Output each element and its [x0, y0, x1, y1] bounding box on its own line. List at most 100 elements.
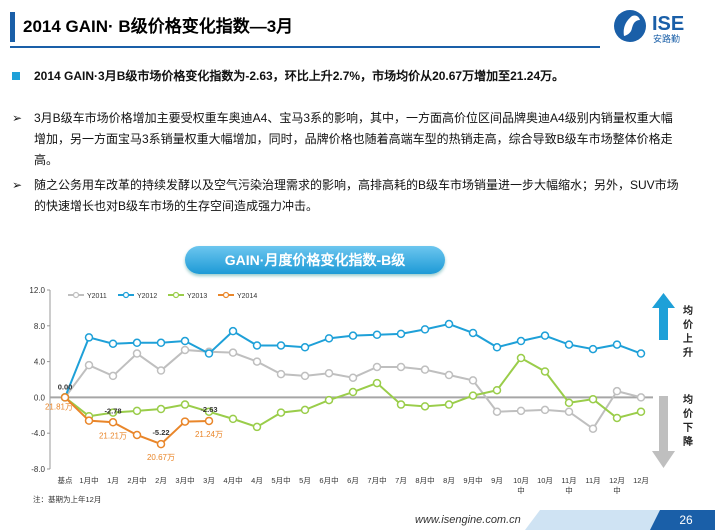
data-point [516, 353, 526, 363]
data-point [468, 376, 478, 385]
logo-sub: 安路勤 [653, 33, 680, 44]
data-point [588, 394, 598, 404]
data-point [204, 349, 214, 358]
x-tick-label: 10月 [537, 476, 553, 485]
data-point [636, 407, 646, 416]
data-point [300, 405, 310, 415]
data-point [204, 407, 214, 416]
data-point [516, 406, 526, 416]
data-point [132, 349, 142, 358]
price-label: 21.21万 [99, 431, 127, 440]
data-point [276, 369, 286, 379]
data-point [468, 328, 478, 338]
data-point [108, 339, 118, 348]
data-point [420, 402, 430, 411]
data-point [492, 343, 502, 352]
legend-marker [172, 291, 180, 299]
data-point [228, 326, 238, 336]
footer-url: www.isengine.com.cn [415, 514, 521, 526]
footer: www.isengine.com.cn 26 [0, 506, 715, 530]
x-tick-label: 11月中 [561, 476, 576, 495]
data-point [492, 407, 502, 416]
x-tick-label: 10月中 [513, 476, 529, 495]
data-point [444, 400, 454, 409]
data-point [156, 404, 166, 414]
down-arrow [652, 396, 675, 468]
x-tick-label: 3月 [203, 476, 215, 485]
x-tick-label: 5月中 [271, 475, 290, 485]
data-point [564, 340, 574, 349]
bullet: ➢ 随之公务用车改革的持续发酵以及空气污染治理需求的影响，高排高耗的B级车市场销量… [12, 178, 679, 213]
data-point [540, 331, 550, 340]
data-point [420, 365, 430, 374]
data-point [132, 338, 142, 348]
data-point [180, 400, 190, 409]
logo-head [623, 15, 640, 36]
x-tick-label: 基点 [58, 475, 73, 485]
data-point [540, 367, 550, 376]
data-point [84, 416, 94, 425]
data-point [396, 400, 406, 409]
chart: 12.0 8.0 4.0 0.0 -4.0 -8.0 基点 1月中 1月 2月中 2月 3月中 3月 4月… [29, 286, 694, 504]
data-point [60, 393, 70, 402]
data-point [516, 336, 526, 346]
up-arrow [652, 293, 675, 340]
data-point [276, 341, 286, 350]
data-point [444, 319, 454, 329]
footer-page-bg [650, 510, 715, 530]
data-point [252, 357, 262, 366]
x-tick-label: 7月 [395, 476, 407, 485]
legend-label: Y2013 [187, 293, 207, 300]
title-rule [10, 46, 600, 48]
y-tick-label: -4.0 [31, 429, 45, 438]
data-point [252, 341, 262, 350]
y-tick-label: 0.0 [34, 393, 46, 402]
data-point [468, 391, 478, 400]
bullet: ➢ 3月B级车市场价格增加主要受权重车奥迪A4、宝马3系的影响，其中，一方面高价位… [12, 111, 673, 167]
data-label: 0.00 [58, 382, 73, 391]
data-point [420, 325, 430, 334]
x-tick-label: 12月中 [609, 476, 625, 495]
x-tick-label: 1月 [107, 476, 119, 485]
data-point [276, 408, 286, 417]
data-point [156, 338, 166, 348]
x-tick-label: 7月中 [367, 475, 386, 485]
bullet-text: 2014 GAIN·3月B级市场价格变化指数为-2.63，环比上升2.7%，市场… [34, 69, 565, 83]
down-label: 均价下降 [683, 393, 694, 448]
data-point [348, 387, 358, 397]
price-label: 21.81万 [45, 402, 73, 411]
bullet-text: 3月B级车市场价格增加主要受权重车奥迪A4、宝马3系的影响，其中，一方面高价位区… [34, 111, 673, 167]
data-point [252, 422, 262, 432]
bullet: 2014 GAIN·3月B级市场价格变化指数为-2.63，环比上升2.7%，市场… [12, 66, 684, 87]
data-point [108, 408, 118, 417]
data-point [204, 416, 214, 426]
legend-label: Y2012 [137, 293, 157, 300]
data-point [492, 385, 502, 395]
data-point [444, 370, 454, 380]
x-tick-label: 8月 [443, 476, 455, 485]
data-point [348, 331, 358, 340]
data-point [588, 344, 598, 354]
x-tick-label: 12月 [633, 476, 649, 485]
data-point [636, 349, 646, 358]
data-point [108, 418, 118, 427]
bullet-text: 随之公务用车改革的持续发酵以及空气污染治理需求的影响，高排高耗的B级车市场销量进… [34, 178, 679, 213]
data-point [180, 336, 190, 346]
x-tick-label: 2月中 [127, 475, 146, 485]
data-point [540, 405, 550, 415]
data-point [612, 386, 622, 396]
data-point [372, 362, 382, 372]
data-point [84, 360, 94, 370]
page-number: 26 [679, 513, 693, 527]
logo: ISE 安路勤 [614, 10, 684, 44]
data-point [300, 371, 310, 381]
data-point [612, 413, 622, 423]
data-label: -2.63 [200, 405, 217, 414]
x-tick-label: 4月 [251, 476, 263, 485]
data-point [636, 393, 646, 402]
data-label: -5.22 [152, 428, 169, 437]
x-tick-label: 1月中 [79, 475, 98, 485]
price-label: 21.24万 [195, 430, 223, 439]
chart-note: 注：基期为上年12月 [33, 494, 101, 504]
